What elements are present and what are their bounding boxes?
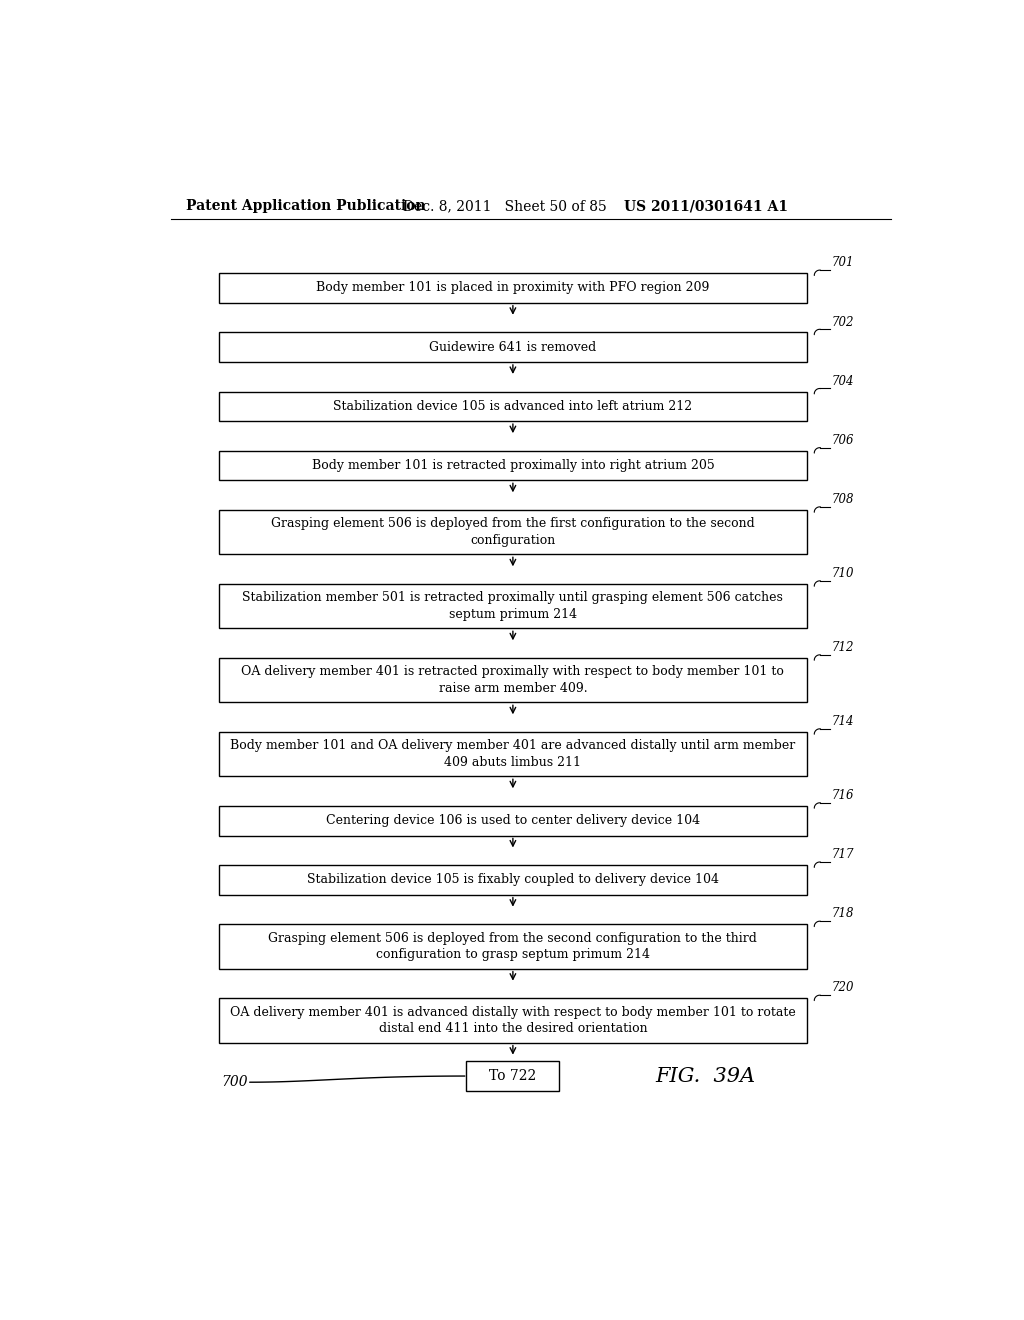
Text: Stabilization device 105 is advanced into left atrium 212: Stabilization device 105 is advanced int… <box>334 400 692 413</box>
Text: OA delivery member 401 is advanced distally with respect to body member 101 to r: OA delivery member 401 is advanced dista… <box>230 1006 796 1035</box>
Text: Grasping element 506 is deployed from the first configuration to the second
conf: Grasping element 506 is deployed from th… <box>271 517 755 546</box>
Text: 714: 714 <box>831 715 854 729</box>
Bar <box>219 450 807 480</box>
Bar <box>219 657 807 702</box>
Bar <box>219 807 807 836</box>
Text: 704: 704 <box>831 375 854 388</box>
Text: Patent Application Publication: Patent Application Publication <box>186 199 426 213</box>
Text: US 2011/0301641 A1: US 2011/0301641 A1 <box>624 199 788 213</box>
Text: 716: 716 <box>831 789 854 803</box>
Text: Body member 101 and OA delivery member 401 are advanced distally until arm membe: Body member 101 and OA delivery member 4… <box>230 739 796 768</box>
Bar <box>219 731 807 776</box>
Bar <box>219 392 807 421</box>
Text: 712: 712 <box>831 642 854 655</box>
Text: Guidewire 641 is removed: Guidewire 641 is removed <box>429 341 597 354</box>
Bar <box>219 865 807 895</box>
Text: 708: 708 <box>831 494 854 506</box>
Text: Centering device 106 is used to center delivery device 104: Centering device 106 is used to center d… <box>326 814 700 828</box>
Text: Body member 101 is retracted proximally into right atrium 205: Body member 101 is retracted proximally … <box>311 459 715 473</box>
Bar <box>219 924 807 969</box>
Text: 717: 717 <box>831 849 854 861</box>
Bar <box>219 583 807 628</box>
Text: Body member 101 is placed in proximity with PFO region 209: Body member 101 is placed in proximity w… <box>316 281 710 294</box>
Text: To 722: To 722 <box>489 1069 537 1082</box>
Bar <box>219 273 807 302</box>
Text: 718: 718 <box>831 907 854 920</box>
Text: Dec. 8, 2011   Sheet 50 of 85: Dec. 8, 2011 Sheet 50 of 85 <box>403 199 607 213</box>
Text: 700: 700 <box>221 1076 248 1089</box>
Bar <box>219 998 807 1043</box>
Text: FIG.  39A: FIG. 39A <box>655 1067 755 1085</box>
Text: 720: 720 <box>831 982 854 994</box>
Text: 710: 710 <box>831 568 854 579</box>
Text: 702: 702 <box>831 315 854 329</box>
Bar <box>219 333 807 362</box>
Text: Stabilization device 105 is fixably coupled to delivery device 104: Stabilization device 105 is fixably coup… <box>307 874 719 887</box>
Bar <box>466 1061 559 1090</box>
Text: 701: 701 <box>831 256 854 269</box>
Bar <box>219 510 807 554</box>
Text: Stabilization member 501 is retracted proximally until grasping element 506 catc: Stabilization member 501 is retracted pr… <box>243 591 783 620</box>
Text: 706: 706 <box>831 434 854 447</box>
Text: OA delivery member 401 is retracted proximally with respect to body member 101 t: OA delivery member 401 is retracted prox… <box>242 665 784 694</box>
Text: Grasping element 506 is deployed from the second configuration to the third
conf: Grasping element 506 is deployed from th… <box>268 932 758 961</box>
